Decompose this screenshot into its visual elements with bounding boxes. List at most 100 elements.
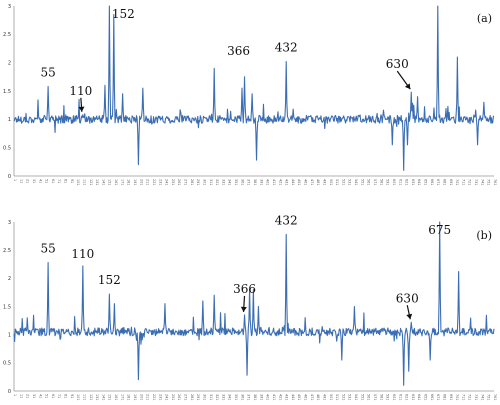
x-tick-label: 501 — [329, 179, 333, 185]
x-tick-label: 671 — [436, 179, 440, 185]
x-tick-label: 361 — [240, 179, 244, 185]
x-tick-label: 201 — [139, 394, 143, 400]
y-tick-label: 0 — [8, 174, 11, 180]
y-tick-label: 1 — [8, 117, 11, 123]
x-tick-label: 501 — [329, 394, 333, 400]
x-tick-label: 141 — [101, 394, 105, 400]
x-tick-label: 391 — [259, 394, 263, 400]
x-tick-label: 291 — [196, 179, 200, 185]
x-tick-label: 251 — [171, 179, 175, 185]
y-tick-label: 2.5 — [3, 32, 11, 38]
peak-annotation-432: 432 — [275, 41, 298, 55]
x-tick-label: 571 — [373, 394, 377, 400]
x-tick-label: 611 — [398, 394, 402, 400]
x-tick-label: 551 — [360, 179, 364, 185]
x-tick-label: 481 — [316, 179, 320, 185]
x-tick-label: 1 — [13, 394, 17, 396]
x-tick-label: 61 — [51, 179, 55, 183]
peak-annotation-432: 432 — [275, 213, 298, 227]
x-tick-label: 741 — [480, 179, 484, 185]
x-tick-label: 631 — [411, 394, 415, 400]
x-tick-label: 461 — [304, 394, 308, 400]
x-tick-label: 621 — [405, 179, 409, 185]
x-tick-label: 641 — [417, 179, 421, 185]
x-tick-label: 231 — [158, 179, 162, 185]
annotation-arrowhead — [240, 306, 247, 312]
x-tick-label: 121 — [89, 179, 93, 185]
series-line — [13, 221, 495, 386]
x-tick-label: 631 — [411, 179, 415, 185]
x-tick-label: 591 — [386, 179, 390, 185]
x-tick-label: 711 — [461, 394, 465, 400]
x-tick-label: 481 — [316, 394, 320, 400]
x-tick-label: 491 — [322, 179, 326, 185]
x-tick-label: 181 — [127, 179, 131, 185]
panel-b: 00.511.522.531 11 21 31 41 51 61 71 81 91 101 111 12… — [3, 213, 497, 400]
x-tick-label: 101 — [76, 179, 80, 185]
y-tick-label: 0 — [8, 389, 11, 395]
x-tick-label: 711 — [461, 179, 465, 185]
peak-annotation-55: 55 — [40, 242, 55, 256]
x-tick-label: 191 — [133, 179, 137, 185]
x-tick-label: 761 — [493, 394, 497, 400]
x-tick-label: 271 — [184, 179, 188, 185]
annotation-arrowhead — [406, 313, 413, 320]
x-tick-label: 461 — [304, 179, 308, 185]
x-tick-label: 141 — [101, 179, 105, 185]
x-tick-label: 751 — [487, 394, 491, 400]
x-tick-label: 81 — [64, 394, 68, 398]
x-tick-label: 611 — [398, 179, 402, 185]
x-tick-label: 581 — [379, 179, 383, 185]
x-tick-label: 131 — [95, 394, 99, 400]
x-tick-label: 681 — [442, 179, 446, 185]
x-tick-label: 491 — [322, 394, 326, 400]
series-line — [13, 5, 495, 171]
x-tick-label: 161 — [114, 179, 118, 185]
x-tick-label: 321 — [215, 179, 219, 185]
x-tick-label: 111 — [82, 394, 86, 400]
y-tick-label: 1.5 — [3, 89, 11, 95]
x-tick-label: 531 — [348, 179, 352, 185]
peak-annotation-630: 630 — [386, 57, 409, 71]
x-tick-label: 131 — [95, 179, 99, 185]
x-tick-label: 651 — [424, 179, 428, 185]
peak-annotation-110: 110 — [71, 247, 94, 261]
x-tick-label: 701 — [455, 179, 459, 185]
peak-annotation-152: 152 — [98, 273, 121, 287]
x-tick-label: 201 — [139, 179, 143, 185]
x-tick-label: 101 — [76, 394, 80, 400]
x-tick-label: 521 — [341, 394, 345, 400]
x-tick-label: 551 — [360, 394, 364, 400]
x-tick-label: 721 — [468, 394, 472, 400]
x-tick-label: 281 — [190, 179, 194, 185]
y-tick-label: 3 — [8, 220, 11, 226]
y-tick-label: 2.5 — [3, 248, 11, 254]
x-tick-label: 571 — [373, 179, 377, 185]
x-tick-label: 761 — [493, 179, 497, 185]
peak-annotation-110: 110 — [69, 84, 92, 98]
x-tick-label: 1 — [13, 179, 17, 181]
peak-annotation-366: 366 — [233, 282, 256, 296]
x-tick-label: 341 — [228, 179, 232, 185]
x-tick-label: 311 — [209, 179, 213, 185]
x-tick-label: 591 — [386, 394, 390, 400]
x-tick-label: 601 — [392, 179, 396, 185]
peak-annotation-152: 152 — [112, 7, 135, 21]
x-tick-label: 11 — [19, 179, 23, 183]
x-tick-label: 521 — [341, 179, 345, 185]
x-tick-label: 311 — [209, 394, 213, 400]
x-tick-label: 371 — [247, 394, 251, 400]
x-tick-label: 321 — [215, 394, 219, 400]
x-tick-label: 151 — [108, 179, 112, 185]
x-tick-label: 471 — [310, 179, 314, 185]
x-tick-label: 71 — [57, 179, 61, 183]
x-tick-label: 241 — [165, 394, 169, 400]
y-tick-label: 3 — [8, 4, 11, 10]
x-tick-label: 261 — [177, 394, 181, 400]
x-tick-label: 61 — [51, 394, 55, 398]
x-tick-label: 331 — [221, 394, 225, 400]
x-tick-label: 51 — [45, 179, 49, 183]
x-tick-label: 421 — [278, 394, 282, 400]
x-tick-label: 351 — [234, 394, 238, 400]
